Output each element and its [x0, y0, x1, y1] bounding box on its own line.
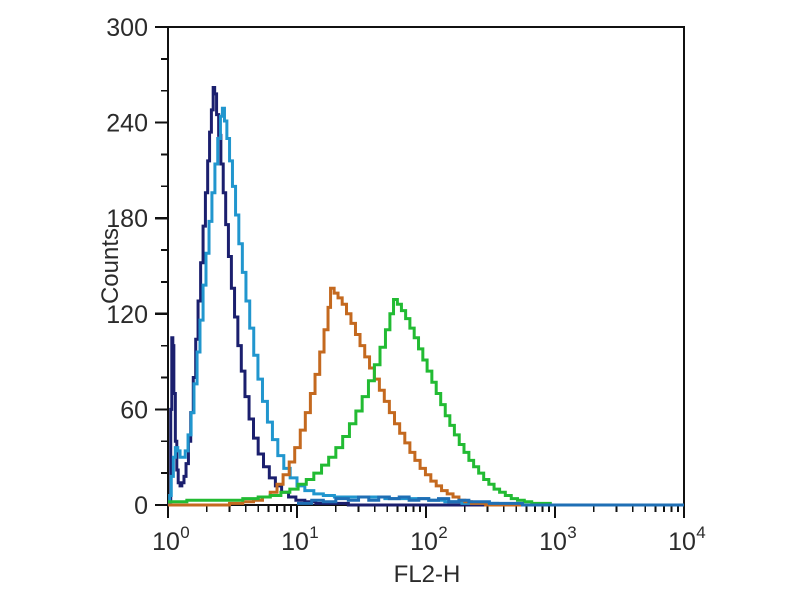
- y-tick-label: 180: [106, 205, 148, 233]
- y-tick-label: 0: [134, 492, 148, 520]
- plot-border: [166, 25, 686, 505]
- x-tick-label-exponent: 4: [696, 523, 705, 542]
- trace-baseline-noise-blue: [297, 495, 684, 507]
- x-tick-label: 10 0: [152, 523, 190, 556]
- x-tick-label-base: 10: [668, 528, 696, 556]
- x-tick-label: 10 2: [410, 523, 448, 556]
- data-traces: [167, 86, 684, 507]
- x-tick-label-exponent: 2: [438, 523, 447, 542]
- x-tick-label: 10 1: [281, 523, 319, 556]
- y-axis-ticks: [155, 25, 168, 507]
- x-tick-label: 10 4: [668, 523, 706, 556]
- x-tick-label-exponent: 3: [567, 523, 576, 542]
- y-tick-label: 300: [106, 14, 148, 42]
- trace-sample-green: [168, 297, 684, 507]
- x-tick-label-exponent: 1: [309, 523, 318, 542]
- x-tick-label-base: 10: [152, 528, 180, 556]
- x-axis-title: FL2-H: [394, 561, 461, 588]
- x-tick-label: 10 3: [539, 523, 577, 556]
- x-tick-label-base: 10: [281, 528, 309, 556]
- x-tick-label-base: 10: [410, 528, 438, 556]
- y-tick-label: 60: [120, 396, 148, 424]
- x-axis-tick-labels: 10 0 10 1 10 2 10 3 10 4: [152, 523, 706, 556]
- x-tick-label-exponent: 0: [180, 523, 189, 542]
- x-tick-label-base: 10: [539, 528, 567, 556]
- trace-sample-orange: [168, 286, 684, 507]
- y-tick-label: 240: [106, 110, 148, 138]
- y-axis-tick-labels: 0 60 120 180 240 300: [106, 14, 148, 520]
- y-axis-title: Counts: [97, 228, 124, 304]
- y-tick-label: 120: [106, 301, 148, 329]
